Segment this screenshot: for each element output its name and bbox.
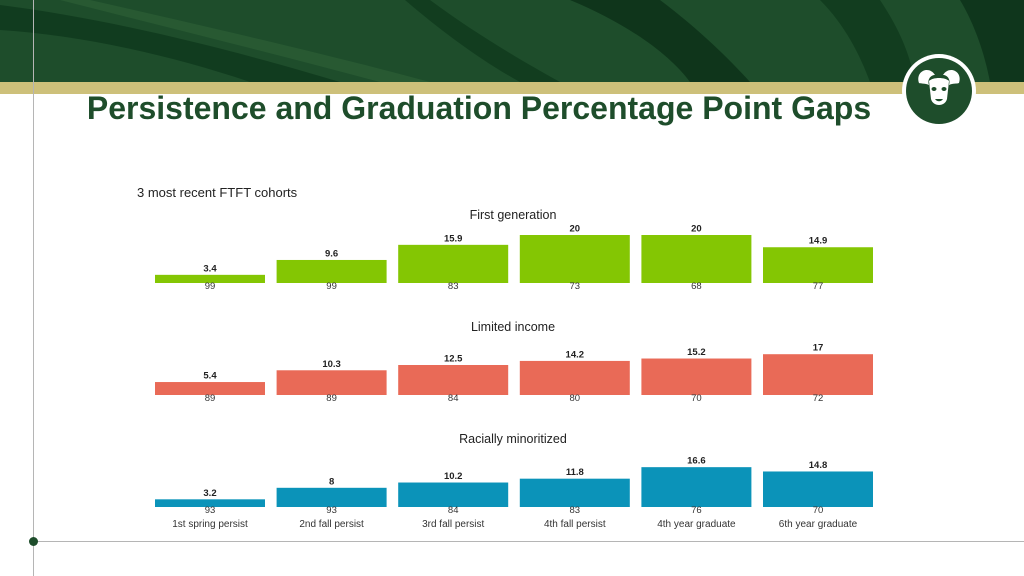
bar (398, 244, 509, 283)
bar (519, 478, 630, 507)
bar (276, 370, 387, 395)
bar-value-label: 3.4 (203, 263, 217, 274)
bar (276, 259, 387, 283)
below-value-label: 77 (813, 281, 824, 292)
panel-first-generation: First generation 3.4 99 9.6 99 15.9 83 20 73 20 68… (155, 208, 873, 292)
bar-value-label: 16.6 (687, 456, 706, 467)
x-tick-label: 4th fall persist (544, 519, 606, 530)
bar (276, 487, 387, 507)
slide-title: Persistence and Graduation Percentage Po… (86, 90, 872, 126)
bar (155, 274, 265, 283)
below-value-label: 99 (326, 281, 337, 292)
bar (519, 235, 630, 283)
panel-racially-minoritized: Racially minoritized 3.2 93 8 93 10.2 84 11.8 83… (155, 432, 873, 516)
header-banner (0, 0, 1024, 82)
bar (398, 482, 509, 507)
bar-value-label: 11.8 (566, 467, 584, 478)
panel-title: First generation (470, 208, 557, 222)
below-value-label: 83 (570, 505, 581, 516)
below-value-label: 93 (326, 505, 337, 516)
bar-value-label: 3.2 (203, 488, 216, 499)
x-tick-label: 2nd fall persist (299, 519, 364, 530)
bar-value-label: 8 (329, 476, 334, 487)
bar-value-label: 17 (813, 343, 824, 354)
below-value-label: 76 (691, 505, 702, 516)
below-value-label: 70 (691, 393, 702, 404)
bar-value-label: 20 (691, 224, 702, 235)
x-tick-label: 3rd fall persist (422, 519, 484, 530)
bar-value-label: 9.6 (325, 248, 338, 259)
below-value-label: 89 (205, 393, 216, 404)
below-value-label: 93 (205, 505, 216, 516)
bar-value-label: 20 (570, 224, 581, 235)
bar (519, 360, 630, 395)
bar (641, 467, 752, 507)
x-tick-label: 1st spring persist (172, 519, 248, 530)
bar (155, 382, 265, 395)
below-value-label: 68 (691, 281, 702, 292)
x-tick-label: 6th year graduate (779, 519, 858, 530)
bar (641, 358, 752, 395)
bar-value-label: 14.9 (809, 236, 828, 247)
bar (763, 471, 873, 507)
gold-band (0, 82, 1024, 94)
bar-value-label: 14.8 (809, 460, 828, 471)
bar-value-label: 15.9 (444, 233, 463, 244)
below-value-label: 72 (813, 393, 824, 404)
ram-head-icon (901, 53, 977, 129)
panel-limited-income: Limited income 5.4 89 10.3 89 12.5 84 14.2 80 15.… (155, 320, 873, 404)
below-value-label: 70 (813, 505, 824, 516)
bar (763, 247, 873, 283)
below-value-label: 99 (205, 281, 216, 292)
bar (155, 499, 265, 507)
panel-title: Racially minoritized (459, 432, 567, 446)
below-value-label: 80 (570, 393, 581, 404)
bar (763, 354, 873, 395)
bar (641, 235, 752, 283)
below-value-label: 84 (448, 505, 459, 516)
bar-value-label: 10.2 (444, 471, 463, 482)
below-value-label: 84 (448, 393, 459, 404)
bar-value-label: 10.3 (322, 359, 341, 370)
below-value-label: 83 (448, 281, 459, 292)
panel-title: Limited income (471, 320, 555, 334)
below-value-label: 73 (570, 281, 581, 292)
banner-pattern (0, 0, 1024, 82)
bar (398, 365, 509, 395)
left-rule (33, 0, 34, 576)
rule-dot (29, 537, 38, 546)
below-value-label: 89 (326, 393, 337, 404)
bar-value-label: 15.2 (687, 347, 706, 358)
x-tick-label: 4th year graduate (657, 519, 736, 530)
bar-value-label: 5.4 (203, 371, 217, 382)
chart-subtitle: 3 most recent FTFT cohorts (137, 185, 298, 200)
bar-value-label: 14.2 (566, 349, 585, 360)
bar-value-label: 12.5 (444, 354, 463, 365)
bottom-rule (33, 541, 1024, 542)
